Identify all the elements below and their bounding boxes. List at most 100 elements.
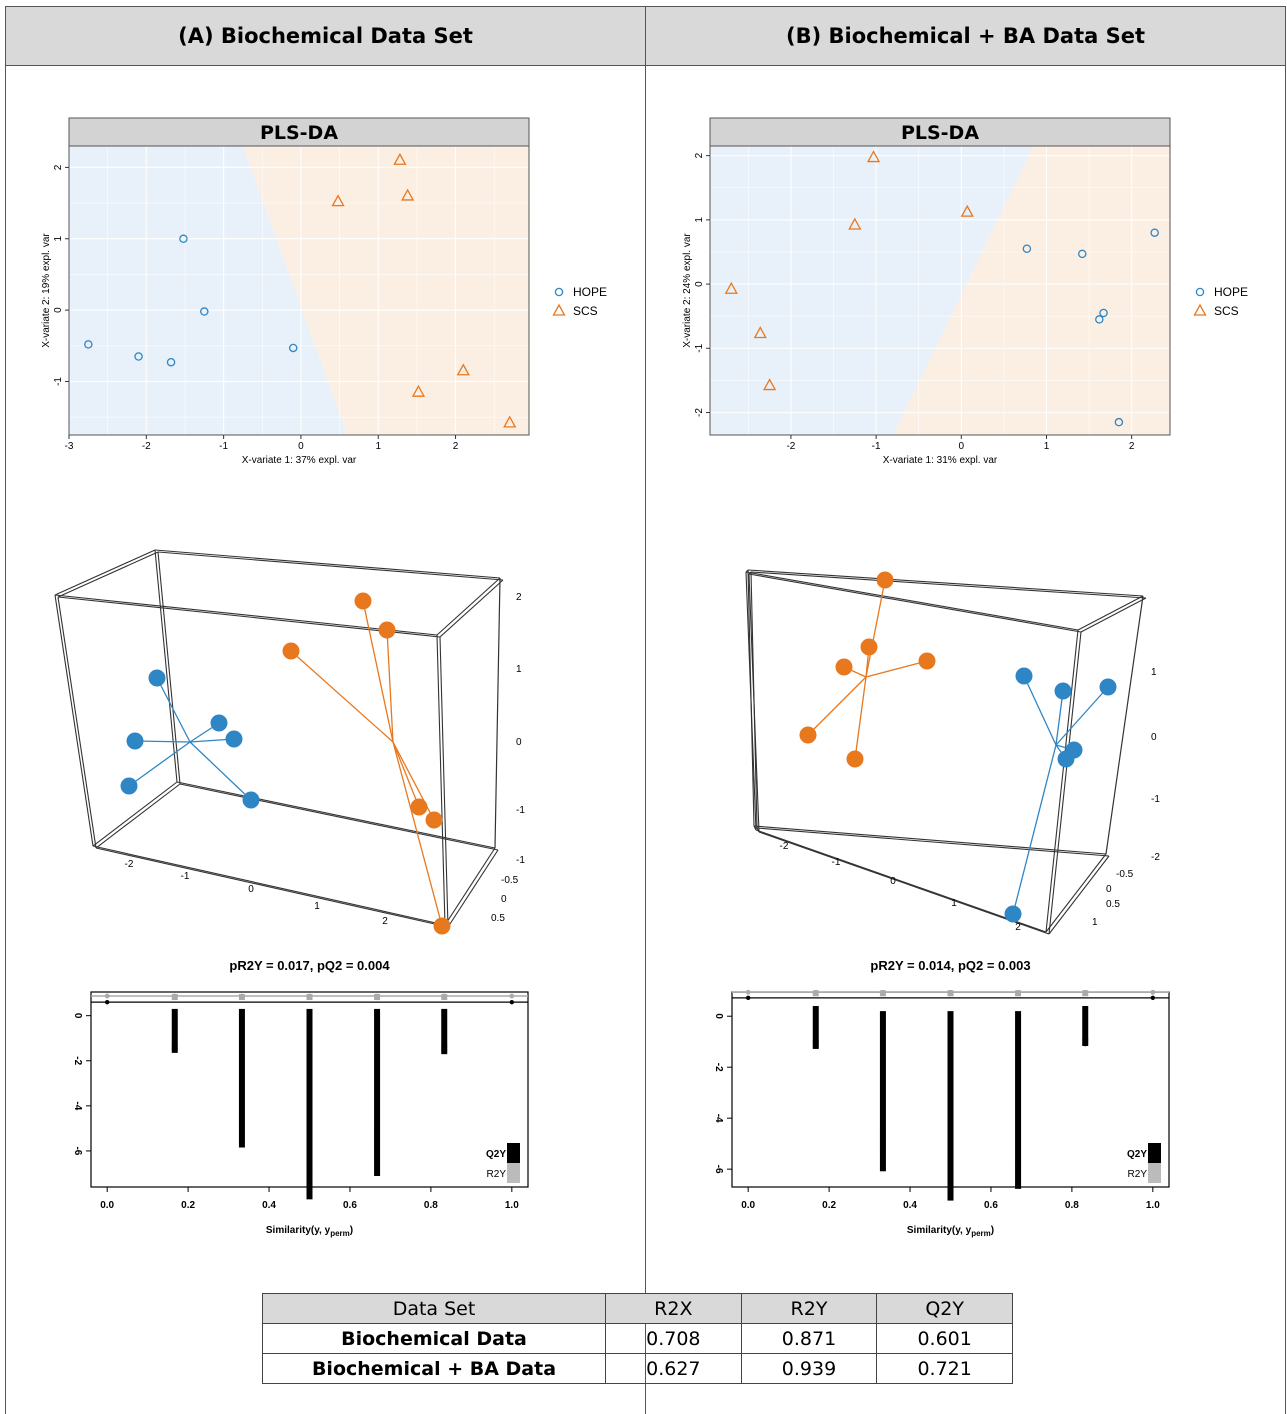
y-tick-label: 0 bbox=[53, 307, 64, 313]
y-tick-label: -1 bbox=[516, 855, 525, 866]
cube-edge bbox=[754, 826, 1106, 854]
scs-sphere bbox=[411, 799, 428, 816]
x-tick-label: 1 bbox=[375, 441, 381, 452]
scs-sphere bbox=[355, 593, 372, 610]
y-tick-label: -1 bbox=[53, 377, 64, 386]
scs-sphere bbox=[800, 727, 817, 744]
y-tick-label: -1 bbox=[694, 343, 705, 352]
table-header: Q2Y bbox=[877, 1294, 1013, 1324]
scs-sphere bbox=[426, 812, 443, 829]
r2y-cluster bbox=[948, 990, 954, 996]
x-tick-label: 0.4 bbox=[903, 1200, 917, 1211]
y-tick-label: -4 bbox=[713, 1114, 724, 1123]
scs-spoke bbox=[393, 742, 419, 807]
cube-edge bbox=[58, 552, 158, 597]
legend-q2y-swatch bbox=[507, 1143, 520, 1163]
x-tick-label: 1 bbox=[1044, 441, 1050, 452]
cube-edge bbox=[158, 552, 503, 580]
r2y-cluster bbox=[1082, 990, 1088, 996]
r2y-point bbox=[509, 994, 514, 999]
x-tick-label: 1 bbox=[314, 901, 320, 912]
x-tick-label: 2 bbox=[382, 916, 388, 927]
cube-edge bbox=[495, 578, 500, 848]
x-tick-label: 2 bbox=[453, 441, 459, 452]
cube-edge bbox=[177, 782, 495, 848]
table-row: Biochemical + BA Data 0.627 0.939 0.721 bbox=[263, 1354, 1013, 1384]
scs-spoke bbox=[291, 651, 393, 742]
x-tick-label: 1.0 bbox=[505, 1200, 519, 1211]
hope-sphere bbox=[1055, 683, 1072, 700]
hope-spoke bbox=[1013, 745, 1056, 914]
x-tick-label: 2 bbox=[1129, 441, 1135, 452]
y-tick-label: 0 bbox=[694, 281, 705, 287]
y-tick-label: -2 bbox=[72, 1056, 83, 1065]
r2y-cluster bbox=[1015, 990, 1021, 996]
y-tick-label: -0.5 bbox=[1116, 869, 1134, 880]
plot-title: PLS-DA bbox=[260, 122, 338, 144]
cube-edge bbox=[155, 550, 500, 578]
r2y-point bbox=[1150, 990, 1155, 995]
cube-edge bbox=[55, 550, 155, 595]
legend-r2y-swatch bbox=[507, 1163, 520, 1183]
panel-b-title: (B) Biochemical + BA Data Set bbox=[786, 24, 1145, 48]
cube-edge bbox=[437, 578, 500, 635]
legend-scs-label: SCS bbox=[573, 304, 598, 318]
x-axis-label-sub: perm bbox=[971, 1229, 991, 1238]
z-tick-label: 1 bbox=[1151, 667, 1157, 678]
r2y-point bbox=[746, 990, 751, 995]
r2y-cluster bbox=[172, 994, 178, 1000]
q2y-point bbox=[1151, 996, 1155, 1000]
table-cell-label: Biochemical + BA Data bbox=[263, 1354, 606, 1384]
cube-edge bbox=[155, 550, 177, 782]
y-tick-label: -2 bbox=[694, 408, 705, 417]
r2y-cluster bbox=[441, 994, 447, 1000]
y-tick-label: 1 bbox=[694, 217, 705, 223]
x-tick-label: -1 bbox=[832, 857, 841, 868]
permutation-plot-b: pR2Y = 0.014, pQ2 = 0.0030.0 0.2 0.4 0.6 0.8… bbox=[646, 950, 1286, 1250]
cube-edge bbox=[1078, 596, 1143, 630]
x-tick-label: 0.2 bbox=[822, 1200, 836, 1211]
x-tick-label: 0 bbox=[248, 884, 254, 895]
hope-sphere bbox=[1016, 668, 1033, 685]
legend-scs-symbol bbox=[554, 305, 565, 315]
scs-sphere bbox=[919, 653, 936, 670]
scs-spoke bbox=[855, 677, 866, 759]
x-tick-label: 0.8 bbox=[424, 1200, 438, 1211]
scs-sphere bbox=[283, 643, 300, 660]
y-tick-label: 2 bbox=[694, 152, 705, 158]
scs-sphere bbox=[861, 639, 878, 656]
x-tick-label: 0.4 bbox=[262, 1200, 276, 1211]
legend-q2y-label: Q2Y bbox=[1127, 1149, 1147, 1160]
hope-sphere bbox=[127, 733, 144, 750]
y-tick-label: 2 bbox=[53, 164, 64, 170]
scs-spoke bbox=[808, 677, 866, 735]
r2y-cluster bbox=[307, 994, 313, 1000]
legend-hope-symbol bbox=[555, 288, 562, 295]
x-axis-label: X-variate 1: 37% expl. var bbox=[242, 455, 357, 466]
legend-hope-label: HOPE bbox=[1214, 285, 1248, 299]
x-tick-label: 0 bbox=[298, 441, 304, 452]
hope-spoke bbox=[1024, 676, 1056, 745]
cube-edge bbox=[1081, 598, 1146, 632]
z-tick-label: 2 bbox=[516, 592, 522, 603]
hope-sphere bbox=[1058, 751, 1075, 768]
z-tick-label: 0 bbox=[1151, 732, 1157, 743]
y-tick-label: -6 bbox=[72, 1146, 83, 1155]
z-tick-label: -1 bbox=[1151, 794, 1160, 805]
z-tick-label: 0 bbox=[516, 737, 522, 748]
plot-title: PLS-DA bbox=[901, 122, 979, 144]
table-row: Biochemical Data 0.708 0.871 0.601 bbox=[263, 1324, 1013, 1354]
r2y-point bbox=[105, 994, 110, 999]
table-header: R2Y bbox=[741, 1294, 877, 1324]
legend-r2y-swatch bbox=[1148, 1163, 1161, 1183]
summary-table: Data Set R2X R2Y Q2Y Biochemical Data 0.… bbox=[262, 1293, 1013, 1384]
x-tick-label: 1.0 bbox=[1146, 1200, 1160, 1211]
permutation-plot-a: pR2Y = 0.017, pQ2 = 0.0040.0 0.2 0.4 0.6 0.8… bbox=[5, 950, 645, 1250]
table-cell: 0.721 bbox=[877, 1354, 1013, 1384]
table-header: Data Set bbox=[263, 1294, 606, 1324]
x-tick-label: 0.0 bbox=[100, 1200, 114, 1211]
x-tick-label: -2 bbox=[125, 859, 134, 870]
y-axis-label: X-variate 2: 24% expl. var bbox=[682, 233, 693, 348]
z-tick-label: -2 bbox=[1151, 852, 1160, 863]
panel-b-header: (B) Biochemical + BA Data Set bbox=[645, 6, 1286, 66]
